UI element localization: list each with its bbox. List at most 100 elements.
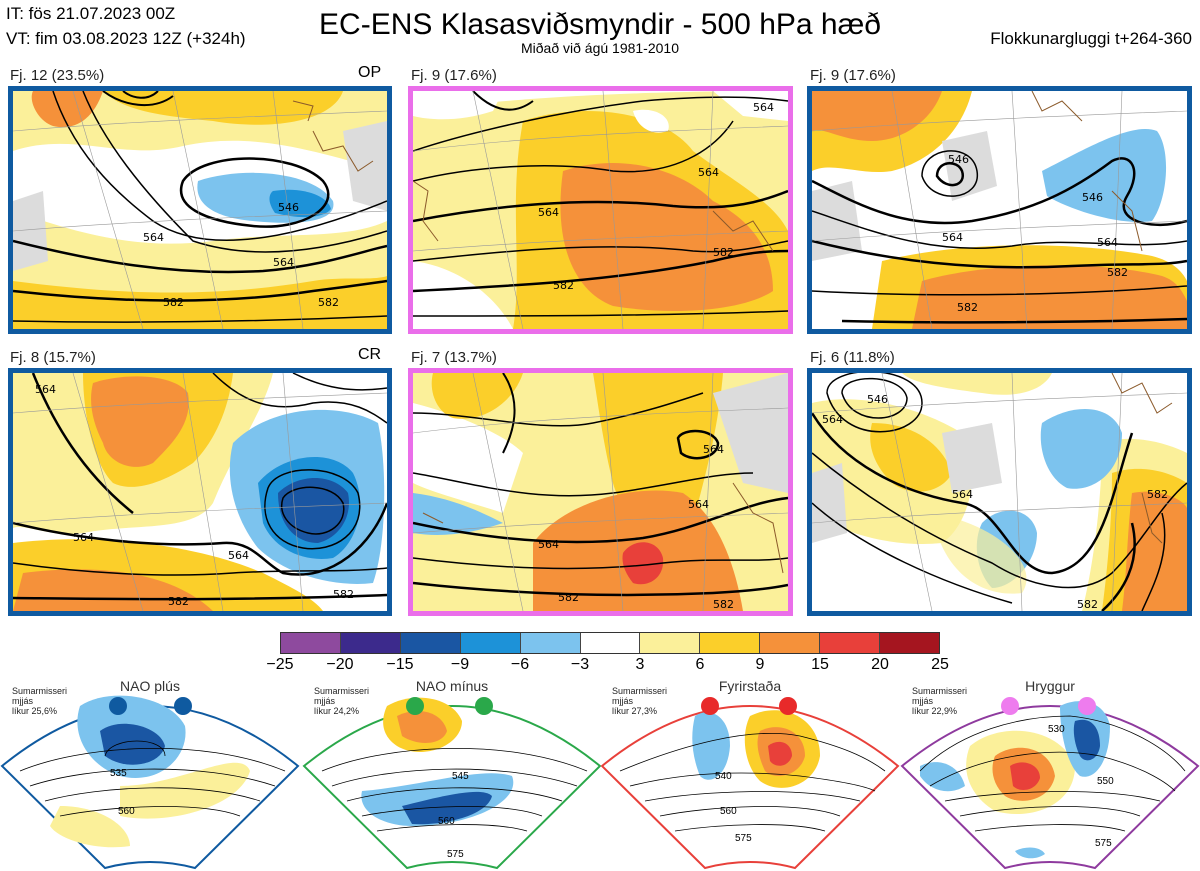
contour-label: 564 [538,206,559,219]
colorbar-tick-label: −3 [570,656,590,673]
cluster-map-panel-5[interactable]: 564 564 564 582 582 [408,368,793,616]
regime-name: Hryggur [1025,678,1075,694]
contour-label: 564 [538,538,559,551]
regime-contour: 535 [110,768,127,779]
colorbar-tick-label: 25 [931,656,949,673]
contour-label: 582 [558,591,579,604]
contour-label: 582 [1107,266,1128,279]
page-subtitle: Miðað við ágú 1981-2010 [520,40,679,56]
regime-contour: 575 [735,833,752,844]
regime-name: NAO plús [120,678,180,694]
colorbar-tick-label: 15 [811,656,829,673]
colorbar-tick-label: 9 [755,656,765,673]
regime-contour: 560 [720,806,737,817]
contour-label: 582 [553,279,574,292]
contour-label: 582 [713,598,734,611]
regime-contour: 530 [1048,724,1065,735]
contour-label: 546 [867,393,888,406]
regime-map-nao-minus: 545 560 575 [302,697,602,870]
regime-info: Sumarmisseri mjjás líkur 25,6% [12,686,68,716]
contour-label: 582 [713,246,734,259]
contour-label: 564 [228,549,249,562]
contour-label: 564 [698,166,719,179]
contour-label: 582 [1077,598,1098,611]
contour-label: 564 [143,231,164,244]
contour-label: 564 [703,443,724,456]
colorbar-tick-label: −6 [510,656,530,673]
panel-3-label: Fj. 9 (17.6%) [810,67,896,84]
colorbar-segment [580,633,641,653]
colorbar-tick-label: −9 [450,656,470,673]
colorbar-segment [400,633,461,653]
contour-label: 564 [753,101,774,114]
contour-label: 564 [273,256,294,269]
regime-contour: 540 [715,771,732,782]
cluster-map-6: 564 546 564 582 582 [812,373,1187,611]
contour-label: 546 [948,153,969,166]
regime-blocking[interactable]: 540 560 575 Fyrirstaða Sumarmisseri mjjás… [600,676,900,871]
cluster-map-panel-3[interactable]: 546 564 546 564 582 582 [807,86,1192,334]
colorbar-tick-label: 20 [871,656,889,673]
regime-contour: 575 [1095,838,1112,849]
cluster-map-2: 564 564 564 582 582 [413,91,788,329]
regime-map-ridge: 530 550 575 [900,697,1200,870]
cluster-map-panel-1[interactable]: 546 564 564 582 582 [8,86,392,334]
contour-label: 546 [278,201,299,214]
colorbar-tick-label: −25 [266,656,294,673]
contour-label: 582 [333,588,354,601]
contour-label: 564 [1097,236,1118,249]
cluster-map-5: 564 564 564 582 582 [413,373,788,611]
colorbar-segment [760,633,821,653]
regime-ridge[interactable]: 530 550 575 Hryggur Sumarmisseri mjjás lík… [900,676,1200,871]
regime-nao-plus[interactable]: 535 560 NAO plús Sumarmisseri mjjás líkur … [0,676,300,871]
page-title: EC-ENS Klasasviðsmyndir - 500 hPa hæð [319,8,881,41]
contour-label: 582 [318,296,339,309]
panel-4-tag: CR [358,346,382,363]
contour-label: 564 [35,383,56,396]
cluster-map-panel-2[interactable]: 564 564 564 582 582 [408,86,793,334]
panel-1-tag: OP [358,64,382,81]
regime-nao-minus[interactable]: 545 560 575 NAO mínus Sumarmisseri mjjás l… [302,676,602,871]
cluster-map-1: 546 564 564 582 582 [13,91,387,329]
regime-name: NAO mínus [415,678,489,694]
cluster-map-3: 546 564 546 564 582 582 [812,91,1187,329]
classification-window: Flokkunargluggi t+264-360 [990,29,1192,48]
colorbar-segment [460,633,521,653]
colorbar [280,633,940,653]
regime-contour: 560 [438,816,455,827]
cluster-map-panel-4[interactable]: 564 564 564 582 582 [8,368,392,616]
regime-name: Fyrirstaða [718,678,782,694]
contour-label: 546 [1082,191,1103,204]
contour-label: 582 [1147,488,1168,501]
regime-contour: 575 [447,849,464,860]
colorbar-segment [700,633,761,653]
colorbar-tick-label: 6 [695,656,705,673]
panel-6-label: Fj. 6 (11.8%) [810,349,895,366]
regime-info: Sumarmisseri mjjás líkur 22,9% [912,686,968,716]
colorbar-segment [640,633,701,653]
regime-map-blocking: 540 560 575 [600,697,900,870]
regime-info: Sumarmisseri mjjás líkur 27,3% [612,686,668,716]
valid-time: VT: fim 03.08.2023 12Z (+324h) [6,29,246,48]
panel-1-label: Fj. 12 (23.5%) [10,67,105,84]
regime-contour: 560 [118,806,135,817]
regime-contour: 550 [1097,776,1114,787]
regime-info: Sumarmisseri mjjás líkur 24,2% [314,686,370,716]
initial-time: IT: fös 21.07.2023 00Z [6,4,176,23]
colorbar-segment [520,633,581,653]
colorbar-segment [820,633,881,653]
contour-label: 564 [73,531,94,544]
contour-label: 564 [942,231,963,244]
cluster-map-4: 564 564 564 582 582 [13,373,387,611]
cluster-map-panel-6[interactable]: 564 546 564 582 582 [807,368,1192,616]
colorbar-tick-label: 3 [635,656,645,673]
colorbar-segment [280,633,341,653]
colorbar-segment [340,633,401,653]
colorbar-tick-label: −20 [326,656,354,673]
colorbar-tick-label: −15 [386,656,414,673]
panel-5-label: Fj. 7 (13.7%) [411,349,497,366]
contour-label: 582 [957,301,978,314]
contour-label: 582 [168,595,189,608]
contour-label: 582 [163,296,184,309]
regime-contour: 545 [452,771,469,782]
